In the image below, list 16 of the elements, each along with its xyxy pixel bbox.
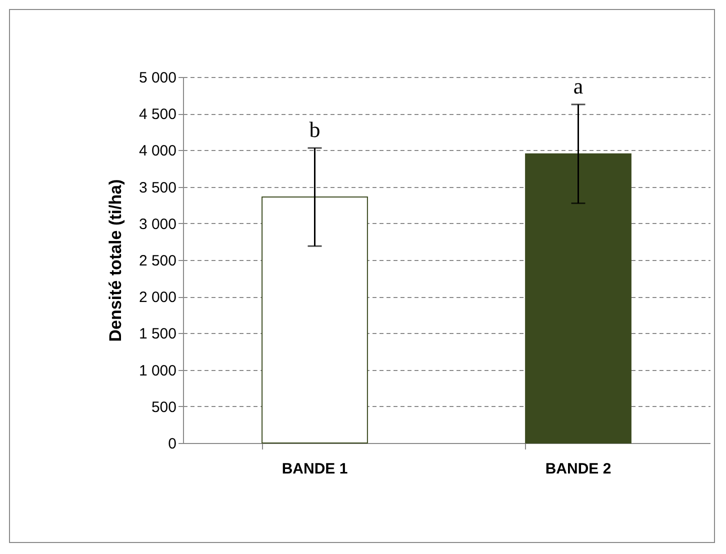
- y-axis-title: Densité totale (ti/ha): [106, 179, 125, 342]
- annotation: a: [573, 73, 584, 98]
- x-tick-label: BANDE 1: [282, 460, 348, 478]
- y-tick-label: 2 000: [138, 289, 176, 306]
- annotation: b: [309, 117, 320, 142]
- y-tick-label: 500: [151, 398, 176, 416]
- y-tick-label: 2 500: [138, 252, 176, 270]
- y-tick-label: 5 000: [138, 70, 176, 86]
- y-tick-label: 4 000: [138, 142, 176, 160]
- y-tick-label: 3 500: [138, 179, 176, 196]
- y-tick-label: 4 500: [138, 106, 176, 124]
- y-tick-label: 0: [168, 436, 176, 452]
- y-tick-label: 1 000: [138, 362, 176, 380]
- x-tick-label: BANDE 2: [545, 460, 612, 478]
- y-tick-label: 3 000: [138, 216, 176, 233]
- y-tick-label: 1 500: [138, 326, 176, 343]
